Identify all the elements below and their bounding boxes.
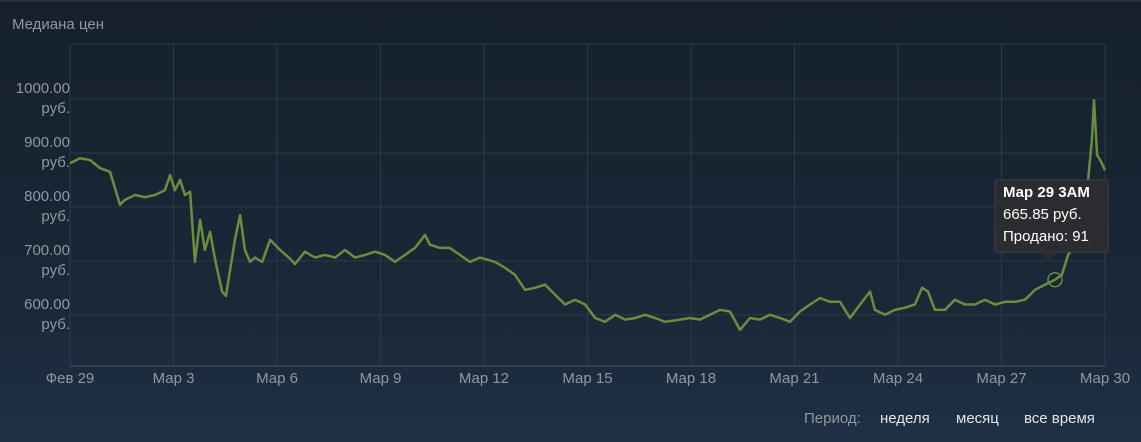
tooltip-line: Продано: 91 (1003, 228, 1089, 245)
x-tick-label: Мар 12 (459, 370, 509, 387)
x-tick-label: Мар 3 (153, 370, 195, 387)
x-tick-label: Мар 27 (976, 370, 1026, 387)
price-line (69, 98, 1107, 332)
y-tick-label: 700.00 руб. (24, 241, 70, 279)
x-tick-label: Мар 24 (873, 370, 923, 387)
x-tick-label: Мар 21 (769, 370, 819, 387)
tooltip-box (994, 179, 1109, 253)
x-tick-label: Фев 29 (46, 370, 95, 387)
y-tick-label: 600.00 руб. (24, 295, 70, 333)
period-label: Период: (804, 410, 861, 427)
y-tick-label: 800.00 руб. (24, 187, 70, 225)
chart-title: Медиана цен (12, 16, 104, 33)
x-tick-label: Мар 9 (360, 370, 402, 387)
hover-point (1047, 271, 1063, 288)
y-tick-label: 900.00 руб. (24, 133, 70, 171)
x-tick-label: Мар 30 (1080, 370, 1130, 387)
x-tick-label: Мар 18 (666, 370, 716, 387)
period-option[interactable]: все время (1024, 410, 1095, 427)
tooltip-line: 665.85 руб. (1003, 206, 1082, 223)
period-option[interactable]: неделя (880, 410, 930, 427)
period-option[interactable]: месяц (956, 410, 999, 427)
tooltip-line: Мар 29 3AM (1003, 184, 1090, 201)
x-tick-label: Мар 15 (562, 370, 612, 387)
tooltip-pointer (1040, 252, 1056, 262)
y-tick-label: 1000.00 руб. (15, 80, 70, 117)
x-tick-label: Мар 6 (256, 370, 298, 387)
